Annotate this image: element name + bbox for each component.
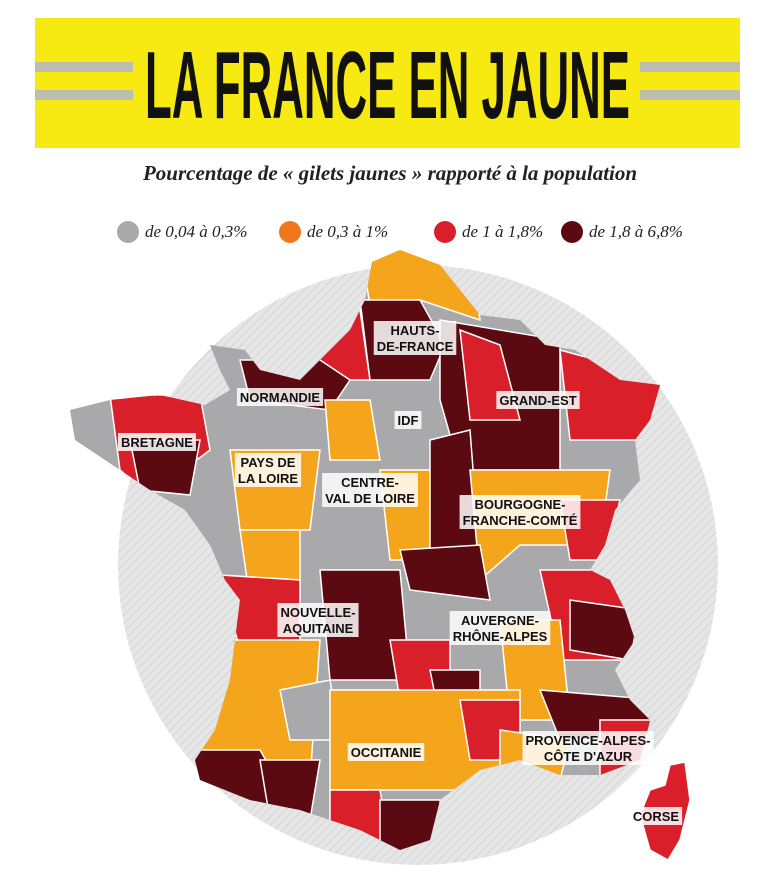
region-label-text: DE-FRANCE bbox=[377, 339, 454, 354]
region-labels: HAUTS-DE-FRANCE NORMANDIE IDF GRAND-EST BRET… bbox=[118, 321, 683, 825]
label-box bbox=[449, 611, 551, 645]
label-box bbox=[234, 453, 302, 487]
region-label-text: NOUVELLE- bbox=[280, 605, 355, 620]
region-label-text: BOURGOGNE- bbox=[475, 497, 566, 512]
label-box bbox=[629, 807, 683, 825]
region-label: CENTRE-VAL DE LOIRE bbox=[322, 473, 418, 507]
legend-swatch bbox=[117, 221, 139, 243]
region-label-text: AQUITAINE bbox=[283, 621, 354, 636]
region-label-text: VAL DE LOIRE bbox=[325, 491, 415, 506]
label-box bbox=[277, 603, 359, 637]
region-label-text: RHÔNE-ALPES bbox=[453, 629, 548, 644]
region-label-text: AUVERGNE- bbox=[461, 613, 539, 628]
label-box bbox=[522, 731, 654, 765]
region-label: NOUVELLE-AQUITAINE bbox=[277, 603, 359, 637]
region-label-text: PROVENCE-ALPES- bbox=[526, 733, 651, 748]
region-label-text: LA LOIRE bbox=[238, 471, 299, 486]
region-label-text: CORSE bbox=[633, 809, 680, 824]
region-label: BOURGOGNE-FRANCHE-COMTÉ bbox=[459, 495, 581, 529]
legend-label: de 1,8 à 6,8% bbox=[589, 222, 683, 241]
region-label: BRETAGNE bbox=[118, 433, 196, 451]
label-box bbox=[373, 321, 457, 355]
region-label-text: FRANCHE-COMTÉ bbox=[463, 513, 578, 528]
region-label-text: CÔTE D'AZUR bbox=[544, 749, 633, 764]
legend-swatch bbox=[279, 221, 301, 243]
stripe bbox=[640, 62, 740, 72]
label-box bbox=[459, 495, 581, 529]
legend: de 0,04 à 0,3% de 0,3 à 1% de 1 à 1,8% de 1… bbox=[117, 221, 683, 243]
region-label: IDF bbox=[394, 411, 422, 429]
region-label: CORSE bbox=[629, 807, 683, 825]
legend-swatch bbox=[434, 221, 456, 243]
label-box bbox=[496, 391, 580, 409]
region-label: PROVENCE-ALPES-CÔTE D'AZUR bbox=[522, 731, 654, 765]
label-box bbox=[118, 433, 196, 451]
label-box bbox=[236, 388, 324, 406]
title: LA FRANCE EN JAUNE bbox=[145, 32, 630, 139]
stripe bbox=[35, 62, 133, 72]
region-label-text: GRAND-EST bbox=[499, 393, 576, 408]
legend-swatch bbox=[561, 221, 583, 243]
label-box bbox=[394, 411, 422, 429]
region-label: NORMANDIE bbox=[236, 388, 324, 406]
banner bbox=[35, 18, 740, 148]
label-box bbox=[347, 743, 425, 761]
legend-label: de 0,3 à 1% bbox=[307, 222, 388, 241]
region-label-text: BRETAGNE bbox=[121, 435, 193, 450]
label-box bbox=[322, 473, 418, 507]
region-label-text: HAUTS- bbox=[390, 323, 439, 338]
region-label: GRAND-EST bbox=[496, 391, 580, 409]
legend-label: de 1 à 1,8% bbox=[462, 222, 543, 241]
region-label: OCCITANIE bbox=[347, 743, 425, 761]
region-label-text: NORMANDIE bbox=[240, 390, 320, 405]
stripe bbox=[640, 90, 740, 100]
department bbox=[399, 544, 491, 601]
region-label: HAUTS-DE-FRANCE bbox=[373, 321, 457, 355]
region-label-text: OCCITANIE bbox=[351, 745, 422, 760]
subtitle: Pourcentage de « gilets jaunes » rapport… bbox=[142, 161, 637, 185]
stripe bbox=[35, 90, 133, 100]
department bbox=[324, 399, 381, 461]
legend-label: de 0,04 à 0,3% bbox=[145, 222, 247, 241]
region-label: AUVERGNE-RHÔNE-ALPES bbox=[449, 611, 551, 645]
region-label-text: IDF bbox=[398, 413, 419, 428]
region-label-text: CENTRE- bbox=[341, 475, 399, 490]
region-label-text: PAYS DE bbox=[241, 455, 296, 470]
